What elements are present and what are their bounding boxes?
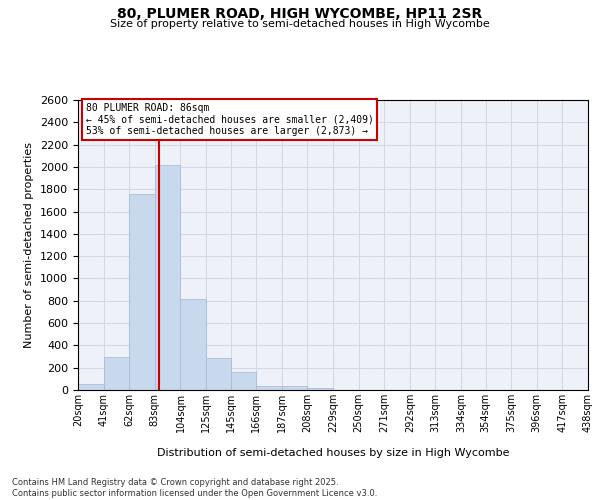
Text: 80, PLUMER ROAD, HIGH WYCOMBE, HP11 2SR: 80, PLUMER ROAD, HIGH WYCOMBE, HP11 2SR [118, 8, 482, 22]
Text: Contains HM Land Registry data © Crown copyright and database right 2025.
Contai: Contains HM Land Registry data © Crown c… [12, 478, 377, 498]
Bar [206, 358, 230, 390]
Text: 80 PLUMER ROAD: 86sqm
← 45% of semi-detached houses are smaller (2,409)
53% of s: 80 PLUMER ROAD: 86sqm ← 45% of semi-deta… [86, 103, 374, 136]
Bar [104, 356, 129, 390]
Bar [230, 372, 256, 390]
Text: Size of property relative to semi-detached houses in High Wycombe: Size of property relative to semi-detach… [110, 19, 490, 29]
Y-axis label: Number of semi-detached properties: Number of semi-detached properties [25, 142, 34, 348]
Bar [256, 386, 282, 390]
Bar [129, 194, 155, 390]
Text: Distribution of semi-detached houses by size in High Wycombe: Distribution of semi-detached houses by … [157, 448, 509, 458]
Bar [282, 386, 307, 390]
Bar [155, 164, 181, 390]
Bar [307, 388, 333, 390]
Bar [181, 298, 206, 390]
Bar [78, 384, 104, 390]
